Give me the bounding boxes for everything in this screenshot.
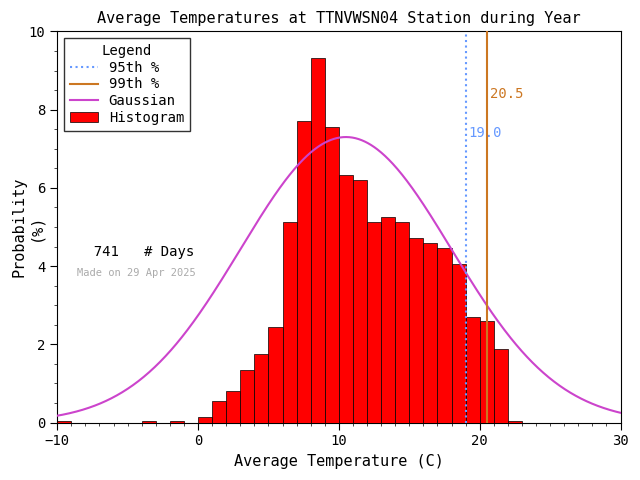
Bar (170, 421, 184, 422)
Bar (198, 418, 212, 422)
Bar (438, 249, 452, 422)
Y-axis label: Probability
(%): Probability (%) (11, 177, 44, 277)
Bar (212, 401, 226, 422)
Bar (311, 59, 325, 422)
Bar (367, 222, 381, 422)
Bar (494, 348, 508, 422)
Bar (282, 222, 297, 422)
Bar (240, 370, 254, 422)
Bar (254, 354, 268, 422)
Bar (480, 321, 494, 422)
Bar (226, 391, 240, 422)
Bar (410, 238, 424, 422)
Bar (396, 222, 410, 422)
Text: Made on 29 Apr 2025: Made on 29 Apr 2025 (77, 268, 196, 278)
Bar (452, 264, 466, 422)
Bar (297, 121, 311, 422)
X-axis label: Average Temperature (C): Average Temperature (C) (234, 454, 444, 469)
Bar (325, 127, 339, 422)
Bar (268, 327, 282, 422)
Bar (466, 317, 480, 422)
Bar (508, 421, 522, 422)
Bar (381, 217, 396, 422)
Title: Average Temperatures at TTNVWSN04 Station during Year: Average Temperatures at TTNVWSN04 Statio… (97, 11, 580, 26)
Text: 741   # Days: 741 # Days (77, 245, 194, 259)
Bar (353, 180, 367, 422)
Text: 19.0: 19.0 (468, 126, 502, 140)
Bar (424, 243, 438, 422)
Text: 20.5: 20.5 (490, 87, 523, 101)
Legend: 95th %, 99th %, Gaussian, Histogram: 95th %, 99th %, Gaussian, Histogram (64, 38, 189, 131)
Bar (339, 175, 353, 422)
Bar (57, 421, 71, 422)
Bar (141, 421, 156, 422)
